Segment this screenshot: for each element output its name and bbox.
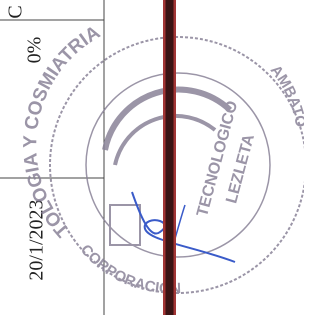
cell-text: 0% — [24, 37, 46, 64]
cell-text: C — [5, 5, 27, 18]
fold-line-edge — [174, 0, 177, 315]
document-fragment: C 0% 20/1/2023 TOLOGIA Y COSMIATRIA AMBA… — [0, 0, 304, 315]
fold-line-edge — [163, 0, 166, 315]
page: C 0% 20/1/2023 TOLOGIA Y COSMIATRIA AMBA… — [0, 0, 304, 315]
